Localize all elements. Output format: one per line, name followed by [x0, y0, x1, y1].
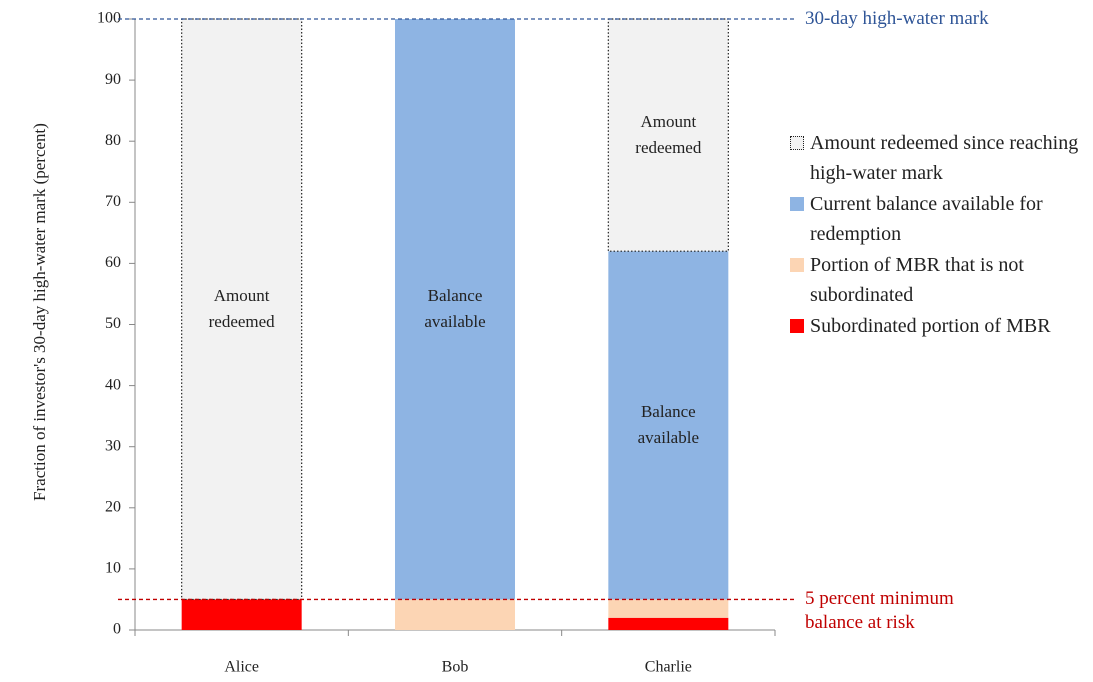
bar-segment — [607, 18, 729, 252]
y-axis-label: Fraction of investor's 30-day high-water… — [30, 123, 49, 501]
legend-entry: Amount redeemed since reaching high-wate… — [790, 128, 1090, 188]
legend-swatch — [790, 319, 804, 333]
x-tick-label: Alice — [224, 659, 259, 676]
bar-segment — [608, 251, 729, 600]
annotation: 30-day high-water mark — [805, 8, 989, 29]
bar-segment — [181, 18, 303, 601]
legend-label: Amount redeemed since reaching high-wate… — [810, 132, 1079, 184]
segment-label: Balance available — [637, 402, 699, 448]
segment-label: Amount redeemed — [635, 112, 702, 158]
legend-label: Subordinated portion of MBR — [810, 315, 1051, 337]
x-tick-label: Bob — [442, 659, 469, 676]
bar-segment — [608, 599, 729, 618]
legend-swatch — [790, 197, 804, 211]
y-tick-label: 80 — [105, 132, 121, 149]
bar-segment — [395, 599, 515, 630]
x-tick-label: Charlie — [645, 659, 692, 676]
y-tick-label: 50 — [105, 315, 121, 332]
y-tick-label: 70 — [105, 193, 121, 210]
legend-swatch — [790, 258, 804, 272]
legend-entry: Portion of MBR that is not subordinated — [790, 250, 1090, 310]
bar-segment — [608, 617, 729, 630]
y-tick-label: 40 — [105, 376, 121, 393]
y-tick-label: 100 — [97, 10, 121, 27]
y-tick-label: 20 — [105, 498, 121, 515]
legend-swatch — [790, 136, 804, 150]
legend-label: Current balance available for redemption — [810, 193, 1043, 245]
bar-segment — [181, 599, 302, 630]
segment-label: Balance available — [424, 286, 486, 332]
y-tick-label: 0 — [113, 621, 121, 638]
legend-label: Portion of MBR that is not subordinated — [810, 254, 1024, 306]
y-tick-label: 90 — [105, 71, 121, 88]
legend-entry: Subordinated portion of MBR — [790, 311, 1090, 341]
annotation: 5 percent minimum balance at risk — [805, 588, 954, 634]
legend-entry: Current balance available for redemption — [790, 189, 1090, 249]
y-tick-label: 30 — [105, 437, 121, 454]
segment-label: Amount redeemed — [208, 286, 275, 332]
y-tick-label: 10 — [105, 560, 121, 577]
y-tick-label: 60 — [105, 254, 121, 271]
bar-segment — [395, 19, 515, 600]
